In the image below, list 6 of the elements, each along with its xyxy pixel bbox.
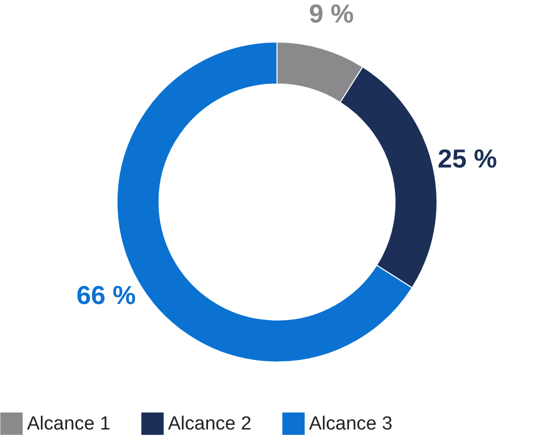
data-label: 25 % xyxy=(438,143,497,174)
legend-label: Alcance 3 xyxy=(309,414,392,435)
data-label: 9 % xyxy=(308,0,354,29)
legend-label: Alcance 2 xyxy=(168,414,252,435)
data-label: 66 % xyxy=(76,280,136,310)
legend-label: Alcance 1 xyxy=(27,414,110,435)
